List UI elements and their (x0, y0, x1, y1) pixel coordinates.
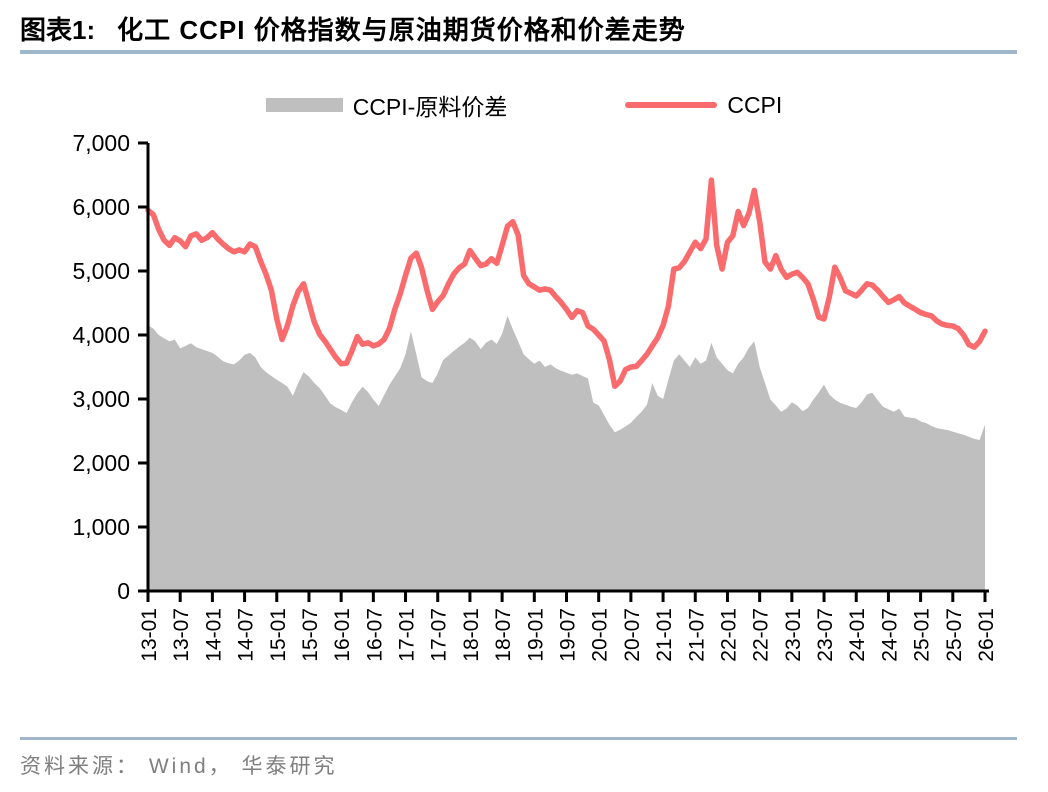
x-tick-label: 14-07 (235, 608, 258, 662)
legend-item-ccpi: CCPI (625, 92, 782, 119)
spread-area-swatch (265, 98, 343, 112)
x-tick-label: 15-07 (299, 608, 322, 662)
y-tick-label: 2,000 (72, 450, 130, 476)
chart-title: 化工 CCPI 价格指数与原油期货价格和价差走势 (117, 15, 686, 45)
x-tick-label: 22-01 (717, 608, 740, 662)
header-rule (20, 50, 1017, 54)
y-tick-label: 5,000 (72, 258, 130, 284)
x-tick-label: 15-01 (267, 608, 290, 662)
y-tick-label: 6,000 (72, 194, 130, 220)
legend-item-spread: CCPI-原料价差 (265, 88, 508, 122)
y-axis-ticks: 0 1,000 2,000 3,000 4,000 5,000 6,000 7,000 (72, 130, 148, 604)
x-tick-label: 18-01 (460, 608, 483, 662)
x-axis-ticks: 13-01 13-07 14-01 14-07 15-01 15-07 16-01 16-07… (138, 591, 998, 662)
x-tick-label: 20-07 (621, 608, 644, 662)
x-tick-label: 16-07 (363, 608, 386, 662)
x-tick-label: 26-01 (975, 608, 998, 662)
spread-legend-label: CCPI-原料价差 (352, 94, 508, 120)
x-tick-label: 13-01 (138, 608, 161, 662)
x-tick-label: 16-01 (331, 608, 354, 662)
y-tick-label: 0 (117, 578, 130, 604)
x-tick-label: 21-07 (685, 608, 708, 662)
x-tick-label: 19-07 (557, 608, 580, 662)
x-tick-label: 18-07 (492, 608, 515, 662)
y-tick-label: 3,000 (72, 386, 130, 412)
x-tick-label: 19-01 (524, 608, 547, 662)
x-tick-label: 20-01 (589, 608, 612, 662)
x-tick-label: 17-07 (428, 608, 451, 662)
figure-number-label: 图表1: (20, 15, 96, 45)
y-tick-label: 4,000 (72, 322, 130, 348)
x-tick-label: 17-01 (396, 608, 419, 662)
ccpi-line-series (145, 177, 988, 389)
x-tick-label: 21-01 (653, 608, 676, 662)
legend: CCPI-原料价差 CCPI (0, 88, 1048, 122)
y-tick-label: 7,000 (72, 130, 130, 156)
source-note: 资料来源： Wind， 华泰研究 (20, 755, 338, 778)
x-tick-label: 25-07 (943, 608, 966, 662)
title-row: 图表1: 化工 CCPI 价格指数与原油期货价格和价差走势 (20, 10, 1018, 47)
x-tick-label: 13-07 (170, 608, 193, 662)
y-tick-label: 1,000 (72, 514, 130, 540)
x-tick-label: 23-01 (782, 608, 805, 662)
x-tick-label: 24-01 (846, 608, 869, 662)
x-tick-label: 23-07 (814, 608, 837, 662)
x-tick-label: 14-01 (202, 608, 225, 662)
ccpi-legend-label: CCPI (727, 91, 783, 118)
x-tick-label: 24-07 (878, 608, 901, 662)
x-tick-label: 22-07 (750, 608, 773, 662)
chart-header: 图表1: 化工 CCPI 价格指数与原油期货价格和价差走势 (20, 10, 1018, 47)
x-tick-label: 25-01 (911, 608, 934, 662)
spread-area-series (148, 315, 985, 591)
footer-rule (20, 737, 1017, 740)
ccpi-line-swatch (625, 102, 718, 108)
